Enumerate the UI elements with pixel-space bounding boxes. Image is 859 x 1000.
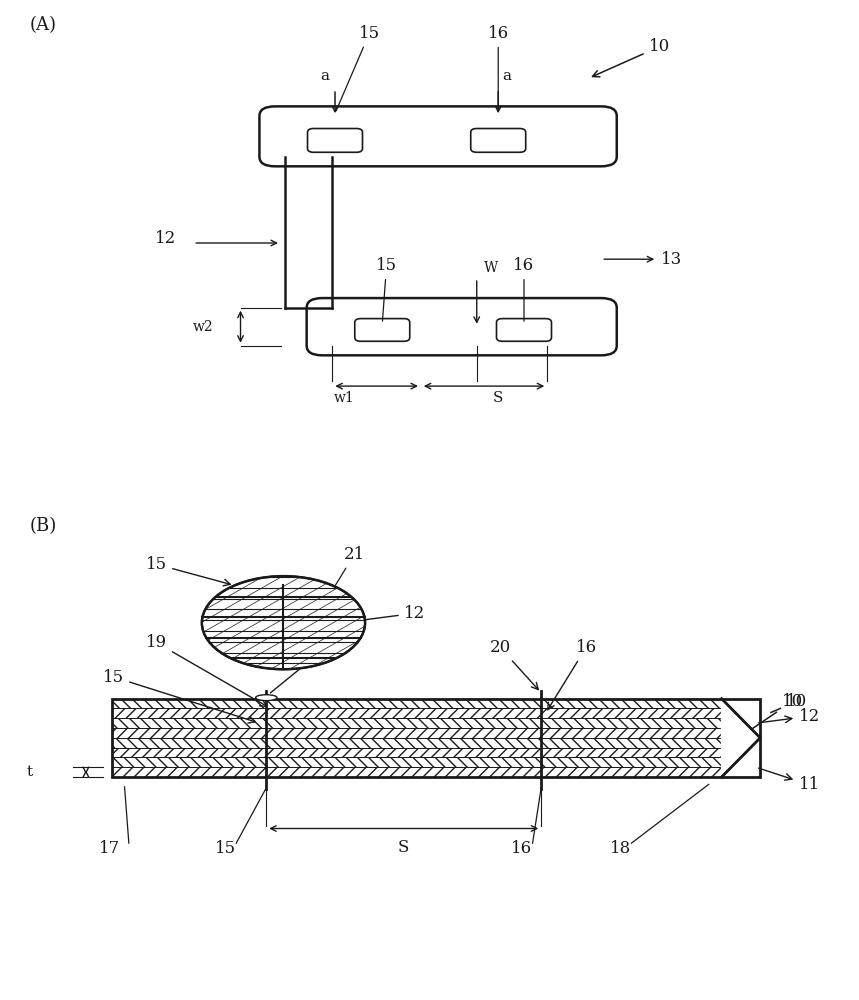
Text: 15: 15 <box>146 556 230 586</box>
Text: 21: 21 <box>334 546 365 588</box>
Text: 16: 16 <box>514 257 534 321</box>
Text: 11: 11 <box>758 768 820 793</box>
Text: S: S <box>398 839 410 856</box>
Bar <box>112 718 760 728</box>
Polygon shape <box>722 699 760 777</box>
Text: 12: 12 <box>155 230 176 247</box>
Text: 10: 10 <box>739 693 807 727</box>
Text: 12: 12 <box>758 708 820 725</box>
Text: 15: 15 <box>215 840 236 857</box>
Bar <box>112 767 760 777</box>
Text: 16: 16 <box>548 639 597 710</box>
Bar <box>112 699 760 777</box>
Text: a: a <box>503 69 511 83</box>
Text: 13: 13 <box>661 251 683 268</box>
Text: (B): (B) <box>30 517 58 535</box>
Circle shape <box>202 576 365 669</box>
Bar <box>112 748 760 757</box>
Text: 16: 16 <box>488 25 509 111</box>
Text: 17: 17 <box>99 840 120 857</box>
Bar <box>112 699 760 708</box>
Text: 15: 15 <box>336 25 380 111</box>
Text: w1: w1 <box>334 391 355 405</box>
Text: 19: 19 <box>146 634 267 706</box>
Text: 16: 16 <box>511 840 533 857</box>
Text: 10: 10 <box>593 38 670 77</box>
Text: 10: 10 <box>742 693 803 735</box>
Bar <box>112 708 760 718</box>
Polygon shape <box>722 694 769 782</box>
Bar <box>112 757 760 767</box>
Text: t: t <box>27 765 34 779</box>
Text: W: W <box>484 261 498 275</box>
Ellipse shape <box>256 695 277 701</box>
Text: a: a <box>320 69 329 83</box>
Text: 15: 15 <box>376 257 397 321</box>
Text: 20: 20 <box>490 639 539 690</box>
Text: 12: 12 <box>309 605 425 629</box>
Bar <box>112 699 760 777</box>
Text: 18: 18 <box>610 840 631 857</box>
Bar <box>112 738 760 748</box>
Text: (A): (A) <box>30 16 57 34</box>
Text: w2: w2 <box>193 320 214 334</box>
Bar <box>112 728 760 738</box>
Text: S: S <box>492 391 503 405</box>
Text: 15: 15 <box>103 668 255 723</box>
